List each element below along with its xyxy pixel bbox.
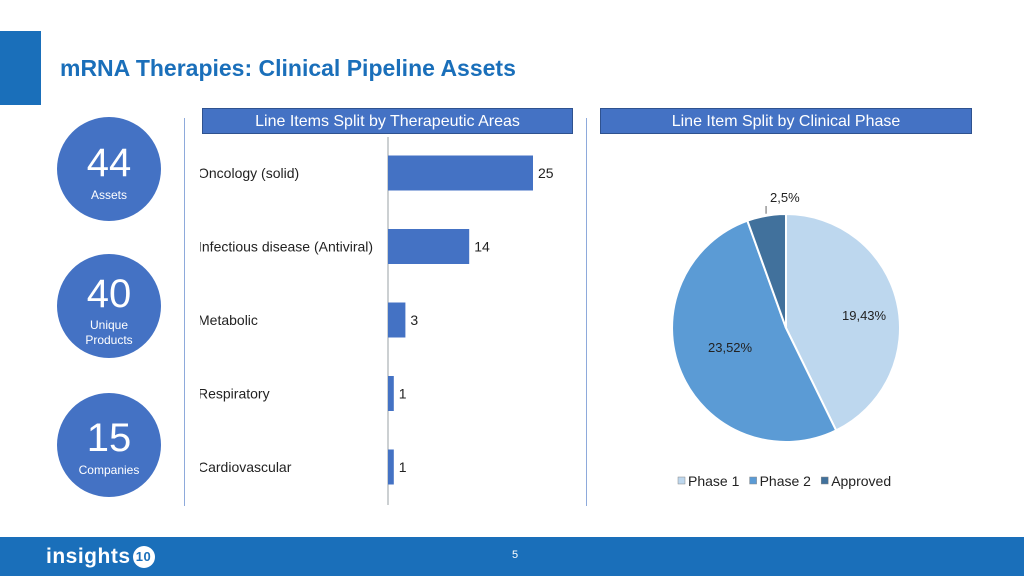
pie-data-label: 19,43%: [842, 308, 887, 323]
bar-chart-title: Line Items Split by Therapeutic Areas: [202, 108, 573, 134]
title-accent-bar: [0, 31, 41, 105]
pie-chart-title: Line Item Split by Clinical Phase: [600, 108, 972, 134]
stat-products: 40 Unique Products: [57, 254, 161, 358]
legend-label: Phase 2: [760, 473, 812, 489]
legend-swatch: [820, 476, 829, 485]
stat-companies-label: Companies: [78, 463, 140, 477]
bar-value-label: 14: [474, 239, 490, 255]
stat-assets-number: 44: [86, 141, 132, 185]
pie-slice: [671, 219, 838, 443]
page-title: mRNA Therapies: Clinical Pipeline Assets: [60, 55, 516, 81]
bar-category-label: Metabolic: [200, 312, 258, 328]
legend-label: Phase 1: [688, 473, 740, 489]
pie-chart: 19,43% 23,52% 2,5% Phase 1 Phase 2 Approved: [671, 190, 901, 489]
stat-assets-label: Assets: [90, 188, 127, 202]
logo-text: insights: [46, 545, 131, 568]
divider-middle: [586, 118, 587, 506]
bar-chart: Oncology (solid) 25 Infectious disease (An…: [200, 137, 554, 505]
pie-slice: [785, 212, 901, 432]
stat-products-label: Unique Products: [85, 318, 133, 347]
pie-slice: [746, 212, 787, 329]
stat-products-number: 40: [86, 272, 132, 316]
bar: [388, 229, 470, 264]
bar-category-label: Oncology (solid): [200, 165, 299, 181]
bar-value-label: 1: [399, 459, 407, 475]
page-number: 5: [512, 549, 519, 561]
bar: [388, 376, 394, 411]
bar-value-label: 3: [410, 312, 418, 328]
stat-companies: 15 Companies: [57, 393, 161, 497]
divider-left: [184, 118, 185, 506]
stat-assets: 44 Assets: [57, 117, 161, 221]
bar-category-label: Infectious disease (Antiviral): [200, 239, 373, 255]
bar-value-label: 1: [399, 386, 407, 402]
stat-companies-number: 15: [86, 416, 132, 460]
pie-data-label: 2,5%: [770, 190, 800, 205]
pie-data-label: 23,52%: [708, 340, 753, 355]
company-logo: insights 10: [46, 545, 155, 569]
bar-value-label: 25: [538, 165, 554, 181]
legend-swatch: [749, 476, 757, 485]
bar: [388, 449, 394, 485]
bar: [388, 302, 406, 338]
legend-label: Approved: [831, 473, 891, 489]
bar-category-label: Cardiovascular: [200, 459, 292, 475]
bar: [388, 155, 533, 191]
footer-bar: insights 10 5: [0, 537, 1024, 576]
bar-category-label: Respiratory: [200, 386, 270, 402]
logo-badge: 10: [132, 546, 155, 568]
legend-swatch: [677, 476, 686, 485]
